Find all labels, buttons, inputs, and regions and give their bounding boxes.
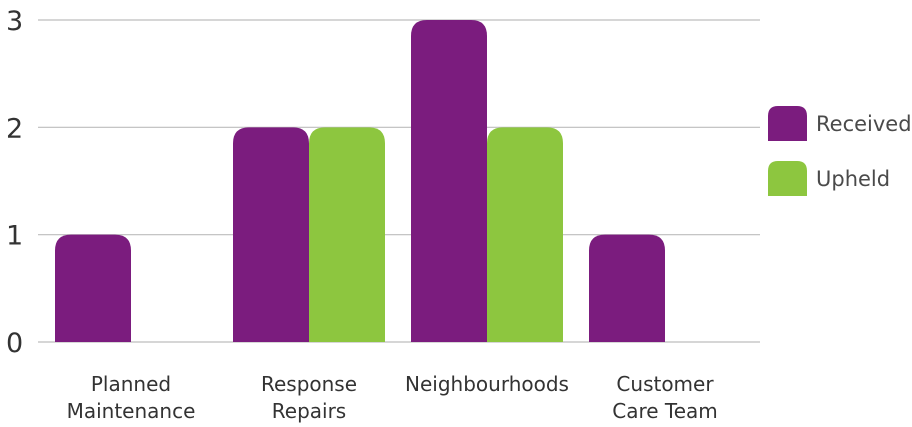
x-category-label: Planned Maintenance [67, 372, 196, 423]
bar-received-3 [589, 234, 665, 342]
legend-label-upheld: Upheld [816, 167, 890, 191]
bar-upheld-2 [487, 127, 563, 342]
x-category-label: Response Repairs [261, 372, 357, 423]
bar-received-2 [411, 20, 487, 342]
x-category-label-line: Planned [91, 372, 171, 396]
x-category-label-line: Care Team [612, 399, 718, 423]
y-tick-label: 2 [6, 113, 23, 144]
x-category-label-line: Maintenance [67, 399, 196, 423]
x-category-label-line: Response [261, 372, 357, 396]
bar-received-0 [55, 234, 131, 342]
y-axis-ticks: 0 1 2 3 [6, 6, 23, 359]
x-category-label-line: Neighbourhoods [405, 372, 569, 396]
x-axis-labels: Planned Maintenance Response Repairs Neighbo… [67, 372, 718, 423]
legend-label-received: Received [816, 112, 912, 136]
x-category-label-line: Customer [616, 372, 714, 396]
x-category-label-line: Repairs [272, 399, 346, 423]
y-tick-label: 3 [6, 6, 23, 37]
legend-swatch-received [768, 106, 807, 141]
x-category-label: Neighbourhoods [405, 372, 569, 396]
bars [55, 20, 665, 342]
y-tick-label: 1 [6, 221, 23, 252]
bar-received-1 [233, 127, 309, 342]
x-category-label: Customer Care Team [612, 372, 718, 423]
legend-swatch-upheld [768, 161, 807, 196]
bar-upheld-1 [309, 127, 385, 342]
legend: Received Upheld [768, 106, 912, 196]
y-tick-label: 0 [6, 328, 23, 359]
